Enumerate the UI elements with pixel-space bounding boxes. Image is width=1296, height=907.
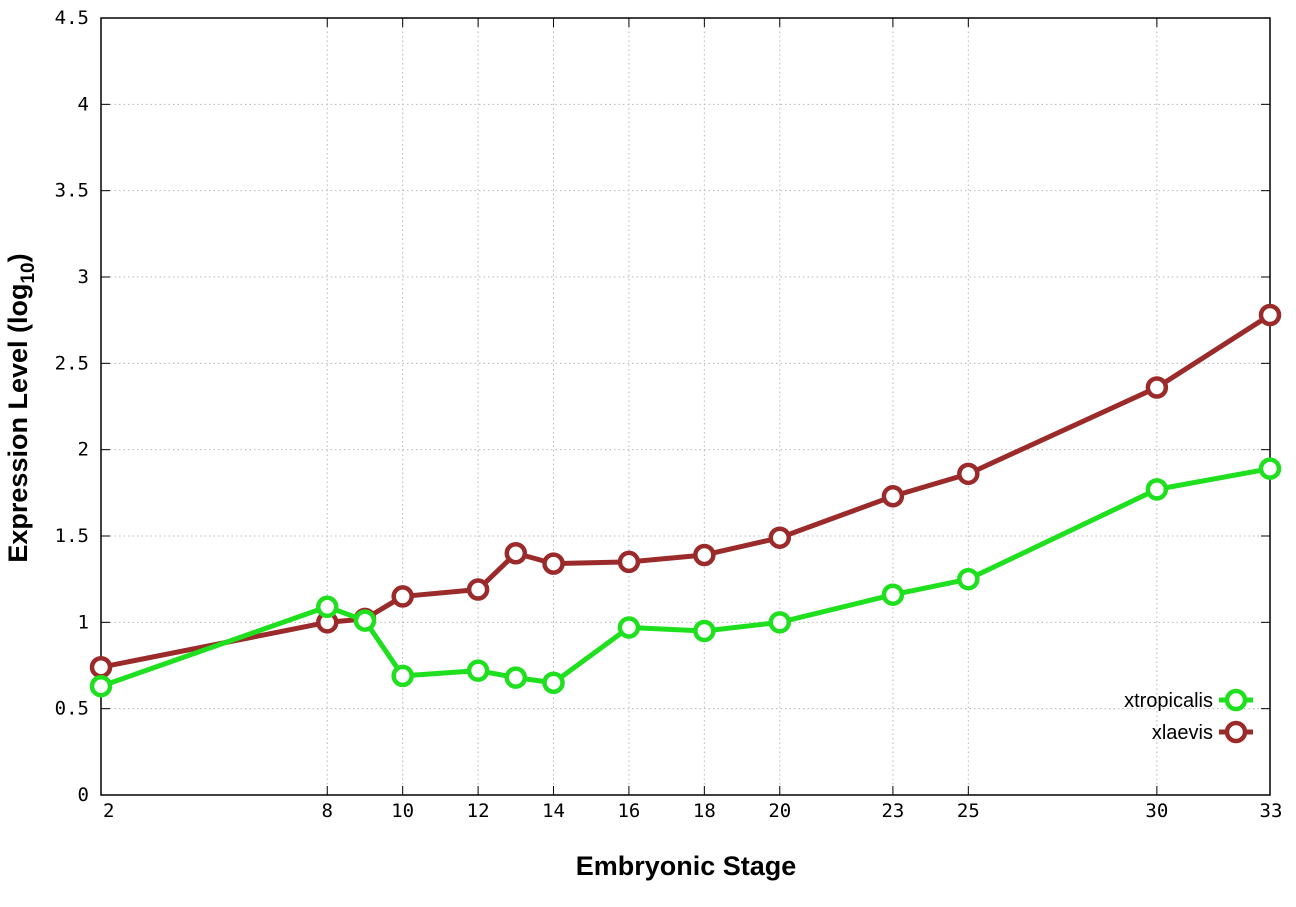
- x-tick-label: 20: [768, 800, 791, 822]
- series-xlaevis: [89, 303, 1282, 679]
- legend-label: xtropicalis: [1124, 690, 1213, 712]
- x-tick-label: 23: [881, 800, 904, 822]
- series-line-xlaevis: [100, 312, 1272, 670]
- data-point: [89, 655, 113, 679]
- data-point: [504, 542, 528, 565]
- y-tick-label: 1: [78, 611, 89, 633]
- data-point: [466, 578, 490, 601]
- x-tick-label: 18: [693, 800, 716, 822]
- series-xtropicalis: [89, 457, 1282, 698]
- data-point: [1145, 376, 1169, 399]
- y-tick-label: 2: [78, 439, 89, 461]
- data-point: [89, 674, 113, 698]
- legend-label: xlaevis: [1152, 722, 1213, 744]
- data-point: [466, 659, 490, 682]
- data-point: [353, 609, 377, 632]
- legend-item-xtropicalis: xtropicalis: [1124, 688, 1253, 712]
- data-point: [391, 664, 414, 688]
- x-tick-label: 12: [467, 800, 490, 822]
- data-point: [881, 485, 905, 508]
- x-tick-label: 33: [1260, 800, 1283, 822]
- data-point: [881, 583, 905, 606]
- data-point: [693, 543, 716, 567]
- x-tick-label: 25: [957, 800, 980, 822]
- data-point: [768, 526, 792, 549]
- series-line-xtropicalis: [100, 466, 1271, 689]
- x-tick-label: 30: [1145, 800, 1168, 822]
- data-point: [957, 567, 980, 591]
- y-axis-title: Expression Level (log10): [3, 253, 39, 562]
- data-point: [504, 666, 528, 689]
- legend-marker: [1224, 688, 1248, 712]
- series-group: [89, 303, 1282, 698]
- legend-item-xlaevis: xlaevis: [1152, 720, 1253, 744]
- data-point: [542, 671, 565, 695]
- y-tick-label: 3.5: [55, 180, 89, 202]
- data-point: [617, 550, 641, 574]
- y-axis-title-close: ): [3, 253, 33, 262]
- data-point: [617, 616, 641, 639]
- axis-ticks: 2 8 10 12 14 16 18 20 23 25 30 33 0 0.5 1 1.5 2 2.5 3 3.5 4 4…: [55, 7, 1283, 822]
- data-point: [316, 595, 339, 619]
- data-point: [1258, 303, 1282, 327]
- y-tick-label: 4: [78, 93, 89, 115]
- legend: xtropicalis xlaevis: [1124, 688, 1253, 744]
- y-tick-label: 1.5: [55, 525, 89, 547]
- y-tick-label: 0.5: [55, 698, 89, 720]
- x-tick-label: 2: [103, 800, 114, 822]
- data-point: [693, 619, 716, 643]
- x-tick-label: 16: [617, 800, 640, 822]
- x-tick-label: 8: [322, 800, 333, 822]
- grid-lines: [101, 18, 1270, 795]
- y-tick-label: 3: [78, 266, 89, 288]
- x-axis-title: Embryonic Stage: [576, 851, 797, 881]
- x-tick-label: 14: [542, 800, 565, 822]
- data-point: [542, 552, 565, 575]
- data-point: [1145, 478, 1169, 501]
- y-axis-title-subscript: 10: [18, 262, 39, 283]
- data-point: [1258, 457, 1282, 480]
- y-tick-label: 4.5: [55, 7, 89, 29]
- y-axis-title-main: Expression Level (log: [3, 284, 33, 563]
- plot-frame: [100, 17, 1271, 796]
- x-tick-label: 10: [391, 800, 414, 822]
- legend-marker: [1224, 720, 1248, 744]
- y-tick-label: 0: [78, 784, 89, 806]
- data-point: [957, 462, 980, 486]
- data-point: [768, 611, 792, 634]
- data-point: [391, 585, 414, 608]
- y-tick-label: 2.5: [55, 352, 89, 374]
